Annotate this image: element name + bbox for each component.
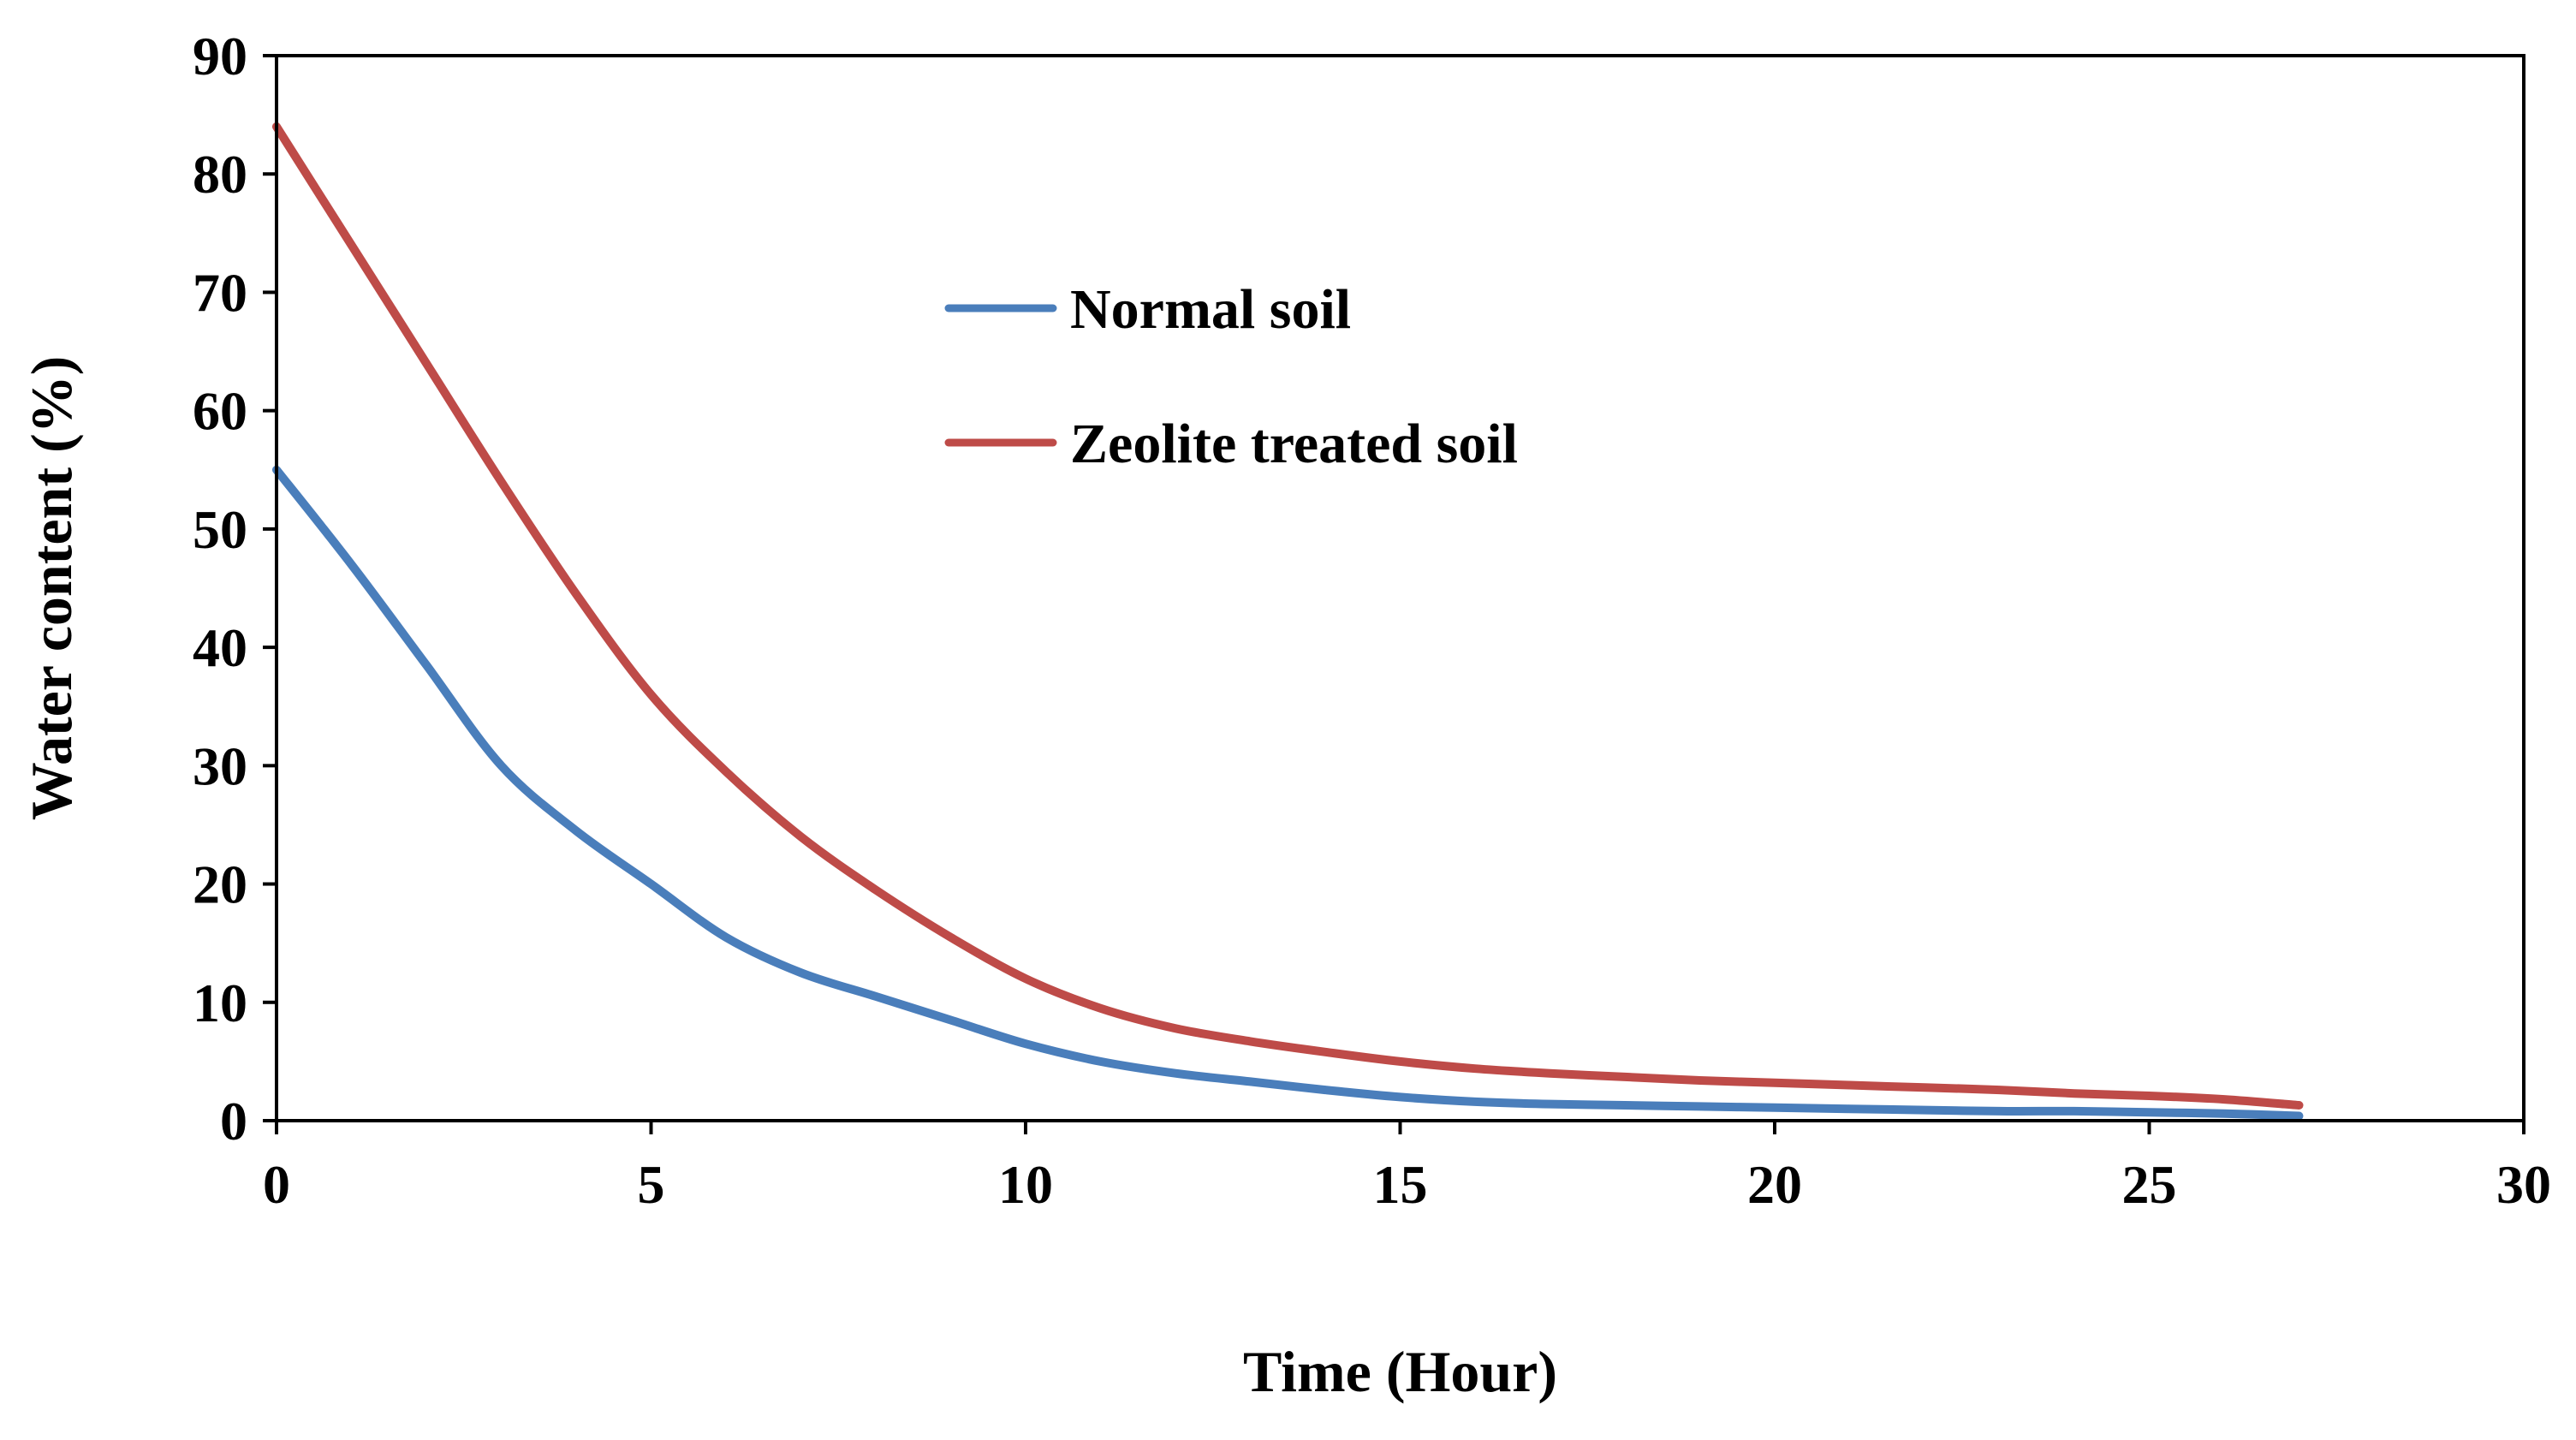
y-axis-ticks: 0 10 20 30 40 50 60 70 80 90: [193, 26, 277, 1151]
y-tick-label: 40: [193, 617, 247, 678]
x-tick-label: 0: [263, 1154, 290, 1215]
y-tick-label: 30: [193, 735, 247, 796]
legend-label-normal-soil: Normal soil: [1070, 278, 1351, 341]
series-line-zeolite-treated-soil: [272, 122, 2304, 1110]
y-tick-label: 20: [193, 854, 247, 915]
x-tick-label: 10: [998, 1154, 1053, 1215]
x-axis-ticks: 0 5 10 15 20 25 30: [263, 1121, 2551, 1215]
x-axis-title: Time (Hour): [1243, 1339, 1557, 1404]
y-tick-label: 70: [193, 262, 247, 323]
y-axis-title: Water content (%): [19, 356, 84, 821]
y-tick-label: 0: [220, 1091, 247, 1151]
x-tick-label: 30: [2496, 1154, 2551, 1215]
x-tick-label: 5: [638, 1154, 665, 1215]
legend-label-zeolite-treated-soil: Zeolite treated soil: [1070, 413, 1518, 475]
x-tick-label: 25: [2122, 1154, 2177, 1215]
y-tick-label: 80: [193, 144, 247, 205]
y-tick-label: 90: [193, 26, 247, 86]
x-tick-label: 15: [1373, 1154, 1428, 1215]
y-tick-label: 50: [193, 499, 247, 560]
y-tick-label: 10: [193, 973, 247, 1033]
x-tick-label: 20: [1747, 1154, 1802, 1215]
series-line-normal-soil: [272, 465, 2304, 1121]
y-tick-label: 60: [193, 381, 247, 442]
plot-area-frame: [275, 54, 2525, 1122]
series-lines: [272, 122, 2304, 1121]
legend: Normal soil Zeolite treated soil: [944, 278, 1518, 475]
